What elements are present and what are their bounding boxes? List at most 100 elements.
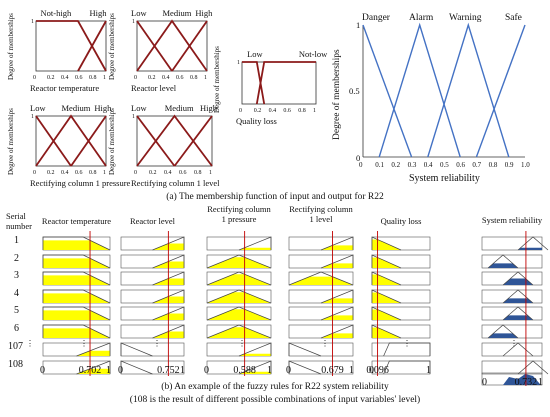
input-value-label: 0.702 bbox=[78, 365, 102, 376]
set-label-high: High bbox=[195, 8, 213, 18]
membership-shape-low bbox=[120, 360, 153, 375]
membership-curve-high bbox=[77, 20, 107, 72]
y-tick-label: 1 bbox=[132, 19, 135, 25]
membership-curve-high bbox=[173, 115, 213, 167]
x-tick-label: 0.2 bbox=[47, 75, 55, 81]
x-axis-label: Reactor level bbox=[131, 83, 177, 93]
membership-shape-high bbox=[320, 289, 354, 304]
x-tick-label: 0.6 bbox=[176, 75, 184, 81]
x-tick-label: 0 bbox=[359, 161, 363, 169]
caption-a: (a) The membership function of input and… bbox=[166, 192, 384, 202]
x-tick-label: 0.9 bbox=[504, 161, 514, 169]
x-tick-label: 0.5 bbox=[440, 161, 449, 169]
rule-cell bbox=[371, 271, 431, 286]
membership-shape-not-high bbox=[42, 289, 111, 304]
membership-shape-not-high bbox=[42, 324, 111, 339]
column-header-0: Reactor temperature bbox=[41, 216, 112, 226]
membership-shape-not-high bbox=[42, 306, 111, 321]
rule-cell bbox=[120, 342, 185, 357]
fired-area bbox=[76, 350, 110, 356]
row-serial: 6 bbox=[14, 323, 19, 334]
rule-cell bbox=[206, 271, 272, 286]
rule-output-cell bbox=[481, 254, 543, 269]
membership-shape-alarm bbox=[487, 324, 519, 339]
x-tick-label: 0.7 bbox=[472, 161, 482, 169]
y-tick-label: 0 bbox=[356, 153, 361, 163]
rule-cell-box bbox=[481, 236, 543, 251]
membership-shape-low bbox=[371, 254, 402, 269]
row-serial: 1 bbox=[14, 235, 19, 246]
row-ellipsis: ⋮ bbox=[153, 339, 161, 348]
fired-area bbox=[372, 274, 401, 285]
fired-area bbox=[372, 239, 401, 250]
rule-output-cell bbox=[481, 360, 549, 375]
row-serial: 107 bbox=[8, 341, 23, 352]
x-tick-label: 0.4 bbox=[61, 75, 69, 81]
y-axis-label: Degree of memberships bbox=[7, 13, 15, 80]
x-tick-label: 0.3 bbox=[407, 161, 417, 169]
rule-output-cell bbox=[481, 342, 543, 357]
membership-shape-medium bbox=[206, 306, 272, 321]
x-tick-label: 0.4 bbox=[61, 170, 69, 176]
set-label-low: Low bbox=[30, 103, 46, 113]
rule-cell bbox=[206, 289, 272, 304]
x-tick-label: 0 bbox=[134, 75, 137, 81]
rule-cell bbox=[42, 254, 111, 269]
axis-min-label: 0 bbox=[118, 365, 123, 376]
output-column-header: System reliability bbox=[481, 215, 543, 225]
column-header-3: Rectifying column bbox=[289, 204, 353, 214]
plot-frame bbox=[35, 115, 107, 167]
x-tick-label: 0.2 bbox=[148, 75, 156, 81]
x-tick-label: 1.0 bbox=[521, 161, 530, 169]
rule-cell bbox=[42, 306, 111, 321]
membership-shape-high bbox=[238, 360, 272, 375]
fired-area bbox=[43, 275, 110, 285]
membership-shape-high bbox=[152, 236, 185, 251]
axis-min-label: 0 bbox=[204, 365, 209, 376]
fired-area bbox=[43, 328, 110, 338]
x-axis-label: Rectifying column 1 level bbox=[131, 178, 220, 188]
axis-max-label: 1 bbox=[538, 377, 543, 388]
membership-shape-high bbox=[320, 254, 354, 269]
fired-area bbox=[43, 258, 110, 268]
fired-area bbox=[207, 274, 271, 285]
input-value-label: 0.679 bbox=[321, 365, 344, 376]
membership-shape-high bbox=[320, 324, 354, 339]
membership-shape-low bbox=[288, 360, 322, 375]
set-label-not-high: Not-high bbox=[40, 8, 72, 18]
membership-shape-alarm bbox=[487, 254, 519, 269]
set-label-not-low: Not-low bbox=[298, 49, 328, 59]
membership-shape-warning bbox=[502, 289, 534, 304]
fired-area bbox=[207, 292, 271, 303]
x-tick-label: 0.8 bbox=[488, 161, 498, 169]
fired-area bbox=[321, 263, 353, 268]
input-value-label: 0.096 bbox=[366, 365, 389, 376]
row-ellipsis: ⋮ bbox=[510, 339, 518, 348]
serial-header: number bbox=[6, 221, 32, 231]
membership-plot-rectifying-column-1-pressure bbox=[35, 114, 107, 167]
set-label-high: High bbox=[89, 8, 107, 18]
y-axis-label: Degree of memberships bbox=[108, 108, 116, 175]
membership-plot-reactor-temperature bbox=[35, 20, 107, 72]
fired-area bbox=[372, 327, 401, 338]
set-label-medium: Medium bbox=[61, 103, 91, 113]
axis-max-label: 1 bbox=[180, 365, 185, 376]
rule-cell bbox=[206, 360, 272, 375]
set-label-medium: Medium bbox=[164, 103, 194, 113]
fired-area bbox=[518, 247, 542, 250]
x-tick-label: 0 bbox=[239, 108, 242, 114]
fired-area bbox=[384, 361, 430, 374]
membership-shape-not-low bbox=[383, 360, 431, 375]
x-tick-label: 0.4 bbox=[164, 170, 172, 176]
rule-cell bbox=[42, 271, 111, 286]
membership-shape-not-high bbox=[42, 254, 111, 269]
membership-curve-safe bbox=[475, 24, 526, 158]
membership-plot-reactor-level bbox=[136, 19, 208, 72]
column-header-3: 1 level bbox=[309, 214, 333, 224]
membership-curve-high bbox=[171, 20, 208, 72]
fired-area bbox=[372, 292, 401, 303]
membership-curve-not-high bbox=[36, 20, 107, 72]
membership-shape-high bbox=[152, 254, 185, 269]
fired-area bbox=[503, 315, 533, 320]
set-label-alarm: Alarm bbox=[409, 13, 434, 23]
